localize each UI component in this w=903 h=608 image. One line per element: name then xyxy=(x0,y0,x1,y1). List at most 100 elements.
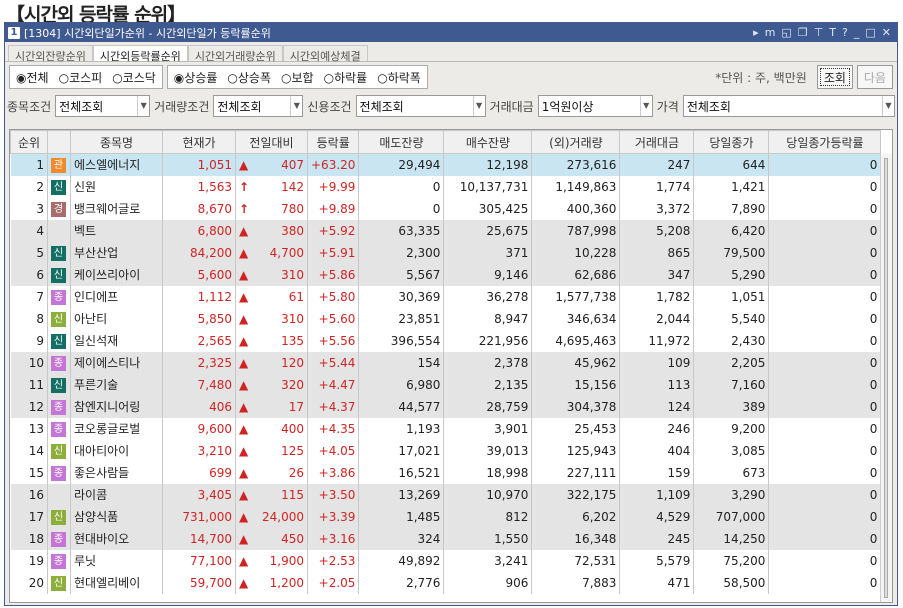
pin-icon[interactable]: ⊤ xyxy=(813,26,824,39)
search-button[interactable]: 조회 xyxy=(816,65,853,89)
cell: 11 xyxy=(10,373,48,396)
column-header[interactable]: 당일종가 xyxy=(693,130,770,154)
cell: 699 xyxy=(162,461,236,484)
font-icon[interactable]: T xyxy=(829,26,837,39)
table-row[interactable]: 10 종 제이에스티나 2,325 ▲ 120 +5.44 154 2,378 45,962 109… xyxy=(10,351,882,374)
table-row[interactable]: 4 벡트 6,800 ▲ 380 +5.92 63,335 25,675 787,998 5,20… xyxy=(10,219,882,242)
cell: 종 xyxy=(47,351,71,374)
change-value: 1,900 xyxy=(269,553,304,568)
cell: 0 xyxy=(768,395,882,418)
help-icon[interactable]: ? xyxy=(842,26,848,39)
cell: 17 xyxy=(10,505,48,528)
table-row[interactable]: 5 신 부산산업 84,200 ▲ 4,700 +5.91 2,300 371 10,228 865… xyxy=(10,241,882,264)
sort-radio-4[interactable]: ○하락폭 xyxy=(377,69,421,86)
column-header[interactable]: 등락률 xyxy=(306,130,360,154)
cell: 6,980 xyxy=(358,373,445,396)
vertical-scrollbar[interactable] xyxy=(880,154,892,602)
table-row[interactable]: 20 신 현대엘리베이 59,700 ▲ 1,200 +2.05 2,776 906 7,883 4… xyxy=(10,571,882,594)
up-triangle-icon: ▲ xyxy=(239,223,249,238)
chevron-down-icon[interactable]: ▼ xyxy=(472,96,485,116)
filter-select-0[interactable]: 전체조회 ▼ xyxy=(55,95,151,117)
table-row[interactable]: 9 신 일신석재 2,565 ▲ 135 +5.56 396,554 221,956 4,695,… xyxy=(10,329,882,352)
table-row[interactable]: 3 경 뱅크웨어글로 8,670 ↑ 780 +9.89 0 305,425 400,360 3,3… xyxy=(10,197,882,220)
filter-select-2[interactable]: 전체조회 ▼ xyxy=(355,95,486,117)
market-radio-0[interactable]: ◉전체 xyxy=(16,69,49,86)
cell: 44,577 xyxy=(358,395,445,418)
chevron-down-icon[interactable]: ▼ xyxy=(290,96,302,116)
column-header[interactable]: 당일종가등락률 xyxy=(768,130,882,154)
table-row[interactable]: 7 종 인디에프 1,112 ▲ 61 +5.80 30,369 36,278 1,577,738… xyxy=(10,285,882,308)
sort-radio-0[interactable]: ◉상승률 xyxy=(174,69,218,86)
filter-select-4[interactable]: 전체조회 ▼ xyxy=(682,95,895,117)
column-header[interactable]: 매도잔량 xyxy=(358,130,445,154)
cell: 대아티아이 xyxy=(70,439,163,462)
cell: 현대엘리베이 xyxy=(70,571,163,594)
column-header[interactable]: 현재가 xyxy=(162,130,236,154)
column-header[interactable]: 거래대금 xyxy=(619,130,695,154)
cell: 79,500 xyxy=(693,241,770,264)
tab-3[interactable]: 시간외예상체결 xyxy=(282,45,368,63)
chevron-down-icon[interactable]: ▼ xyxy=(639,96,652,116)
stock-badge: 신 xyxy=(51,179,66,195)
tab-1[interactable]: 시간외등락률순위 xyxy=(92,45,188,63)
sort-radio-2[interactable]: ○보합 xyxy=(281,69,314,86)
column-header[interactable]: (외)거래량 xyxy=(531,130,621,154)
cell: 28,759 xyxy=(443,395,533,418)
stock-badge: 신 xyxy=(51,311,66,327)
column-header[interactable] xyxy=(47,130,71,154)
table-row[interactable]: 13 종 코오롱글로벌 9,600 ▲ 400 +4.35 1,193 3,901 25,453 2… xyxy=(10,417,882,440)
table-row[interactable]: 14 신 대아티아이 3,210 ▲ 125 +4.05 17,021 39,013 125,94… xyxy=(10,439,882,462)
filter-select-1[interactable]: 전체조회 ▼ xyxy=(213,95,304,117)
m-icon[interactable]: m xyxy=(764,26,776,39)
chevron-down-icon[interactable]: ▼ xyxy=(882,96,894,116)
play-icon[interactable]: ▸ xyxy=(753,26,759,39)
column-header[interactable]: 종목명 xyxy=(70,130,163,154)
cell: 63,335 xyxy=(358,219,445,242)
column-header[interactable]: 전일대비 xyxy=(235,130,308,154)
tab-2[interactable]: 시간외거래량순위 xyxy=(187,45,283,63)
column-header[interactable]: 매수잔량 xyxy=(443,130,533,154)
table-row[interactable]: 16 라이콤 3,405 ▲ 115 +3.50 13,269 10,970 322,175 1,… xyxy=(10,483,882,506)
table-row[interactable]: 12 종 참엔지니어링 406 ▲ 17 +4.37 44,577 28,759 304,378 1… xyxy=(10,395,882,418)
table-row[interactable]: 11 신 푸른기술 7,480 ▲ 320 +4.47 6,980 2,135 15,156 113… xyxy=(10,373,882,396)
cell: 7,160 xyxy=(693,373,770,396)
table-row[interactable]: 15 종 좋은사람들 699 ▲ 26 +3.86 16,521 18,998 227,111 15… xyxy=(10,461,882,484)
cell: 4 xyxy=(10,219,48,242)
up-triangle-icon: ▲ xyxy=(239,487,249,502)
close-icon[interactable]: ✕ xyxy=(881,26,891,39)
column-header[interactable]: 순위 xyxy=(10,130,48,154)
sort-radio-3[interactable]: ○하락률 xyxy=(324,69,368,86)
stock-badge: 종 xyxy=(51,289,66,305)
up-triangle-icon: ▲ xyxy=(239,245,249,260)
cell: 406 xyxy=(162,395,236,418)
market-radio-2[interactable]: ○코스닥 xyxy=(112,69,156,86)
table-row[interactable]: 17 신 삼양식품 731,000 ▲ 24,000 +3.39 1,485 812 6,202 4… xyxy=(10,505,882,528)
minimize-icon[interactable]: _ xyxy=(853,26,860,39)
cell: 324 xyxy=(358,527,445,550)
next-button[interactable]: 다음 xyxy=(856,65,893,89)
cell: 36,278 xyxy=(443,285,533,308)
chevron-down-icon[interactable]: ▼ xyxy=(137,96,149,116)
copy-icon[interactable]: ❐ xyxy=(797,26,808,39)
cell: 16,521 xyxy=(358,461,445,484)
filter-value: 전체조회 xyxy=(359,99,404,114)
cell: 23,851 xyxy=(358,307,445,330)
sort-radio-1[interactable]: ○상승폭 xyxy=(227,69,271,86)
filter-value: 전체조회 xyxy=(59,99,104,114)
tab-0[interactable]: 시간외잔량순위 xyxy=(8,45,93,63)
maximize-icon[interactable]: □ xyxy=(865,26,876,39)
table-row[interactable]: 6 신 케이쓰리아이 5,600 ▲ 310 +5.86 5,567 9,146 62,686 34… xyxy=(10,263,882,286)
scrollbar-thumb[interactable] xyxy=(884,158,888,598)
table-row[interactable]: 1 관 에스엘에너지 1,051 ▲ 407 +63.20 29,494 12,198 273,6… xyxy=(10,153,882,176)
cell: 신 xyxy=(47,241,71,264)
table-row[interactable]: 18 종 현대바이오 14,700 ▲ 450 +3.16 324 1,550 16,348 245… xyxy=(10,527,882,550)
filter-select-3[interactable]: 1억원이상 ▼ xyxy=(537,95,653,117)
restore-icon[interactable]: ◱ xyxy=(781,26,792,39)
up-triangle-icon: ▲ xyxy=(239,311,249,326)
table-row[interactable]: 2 신 신원 1,563 ↑ 142 +9.99 0 10,137,731 1,149,863 1,… xyxy=(10,175,882,198)
market-radio-1[interactable]: ○코스피 xyxy=(59,69,103,86)
cell: 787,998 xyxy=(531,219,621,242)
table-row[interactable]: 8 신 아난티 5,850 ▲ 310 +5.60 23,851 8,947 346,634 2,0… xyxy=(10,307,882,330)
table-row[interactable]: 19 종 루닛 77,100 ▲ 1,900 +2.53 49,892 3,241 72,531 5… xyxy=(10,549,882,572)
cell: 3 xyxy=(10,197,48,220)
